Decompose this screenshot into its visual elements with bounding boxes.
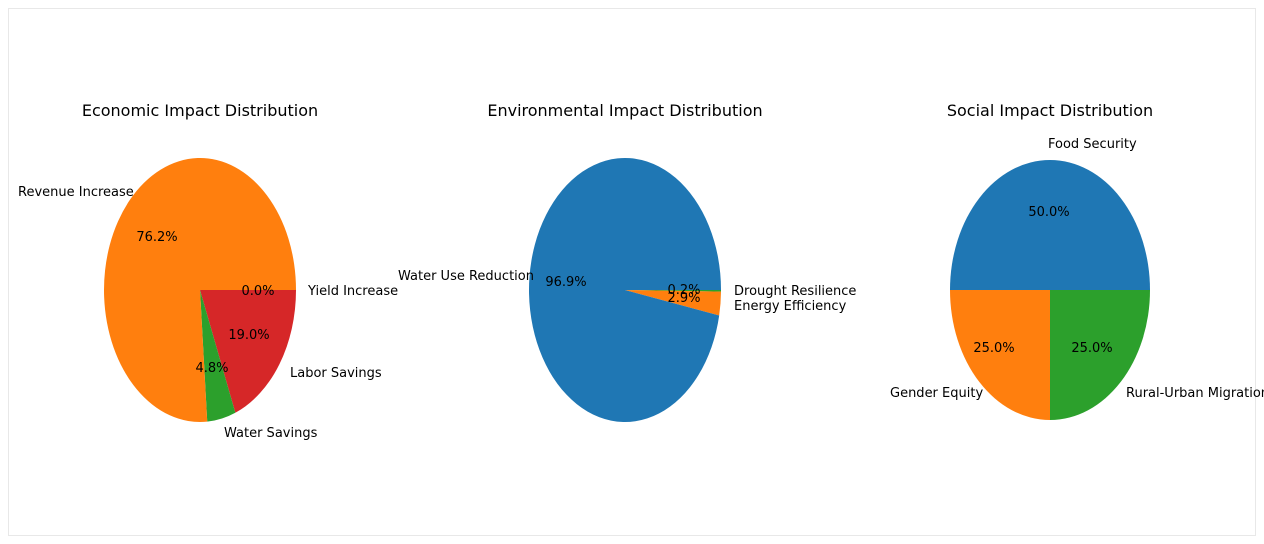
pie-slice-pct-economic-1: 76.2% — [136, 230, 177, 245]
pie-slice-economic-3 — [200, 290, 296, 413]
pie-slice-pct-economic-3: 19.0% — [228, 328, 269, 343]
pie-title-social: Social Impact Distribution — [947, 101, 1153, 120]
pie-slice-pct-social-0: 50.0% — [1028, 205, 1069, 220]
pie-title-environmental: Environmental Impact Distribution — [487, 101, 762, 120]
pie-slice-pct-social-2: 25.0% — [1071, 341, 1112, 356]
pie-slice-label-environmental-2: Drought Resilience — [734, 284, 856, 299]
pie-slice-social-0 — [950, 160, 1150, 290]
pie-title-economic: Economic Impact Distribution — [82, 101, 318, 120]
pie-slice-label-environmental-1: Energy Efficiency — [734, 299, 847, 314]
pie-slice-economic-2 — [200, 290, 236, 422]
pie-slice-label-economic-3: Labor Savings — [290, 366, 382, 381]
pie-slice-economic-1 — [104, 158, 297, 422]
pie-slice-environmental-0 — [529, 158, 721, 423]
pie-slice-label-social-0: Food Security — [1048, 137, 1137, 152]
pie-economic-impact: Economic Impact Distribution Yield Incre… — [18, 101, 398, 441]
pie-social-impact: Social Impact Distribution Food Security… — [890, 101, 1264, 420]
pie-slice-label-social-1: Gender Equity — [890, 386, 983, 401]
pie-slice-label-economic-0: Yield Increase — [307, 284, 398, 299]
pie-environmental-impact: Environmental Impact Distribution Water … — [398, 101, 856, 423]
pie-slice-pct-economic-2: 4.8% — [195, 361, 228, 376]
pie-slice-label-social-2: Rural-Urban Migration — [1126, 386, 1264, 401]
pie-slice-label-economic-1: Revenue Increase — [18, 185, 134, 200]
pie-slice-pct-social-1: 25.0% — [973, 341, 1014, 356]
pie-slice-social-1 — [950, 290, 1050, 420]
pie-slice-pct-environmental-2: 0.2% — [667, 283, 700, 298]
pie-slice-label-economic-2: Water Savings — [224, 426, 318, 441]
pie-slice-environmental-2 — [625, 290, 721, 292]
pie-slice-pct-economic-0: 0.0% — [241, 284, 274, 299]
pie-slice-environmental-1 — [625, 290, 721, 316]
pie-slice-pct-environmental-1: 2.9% — [667, 291, 700, 306]
pie-slice-social-2 — [1050, 290, 1150, 420]
pie-slice-label-environmental-0: Water Use Reduction — [398, 269, 534, 284]
pie-slice-pct-environmental-0: 96.9% — [545, 275, 586, 290]
